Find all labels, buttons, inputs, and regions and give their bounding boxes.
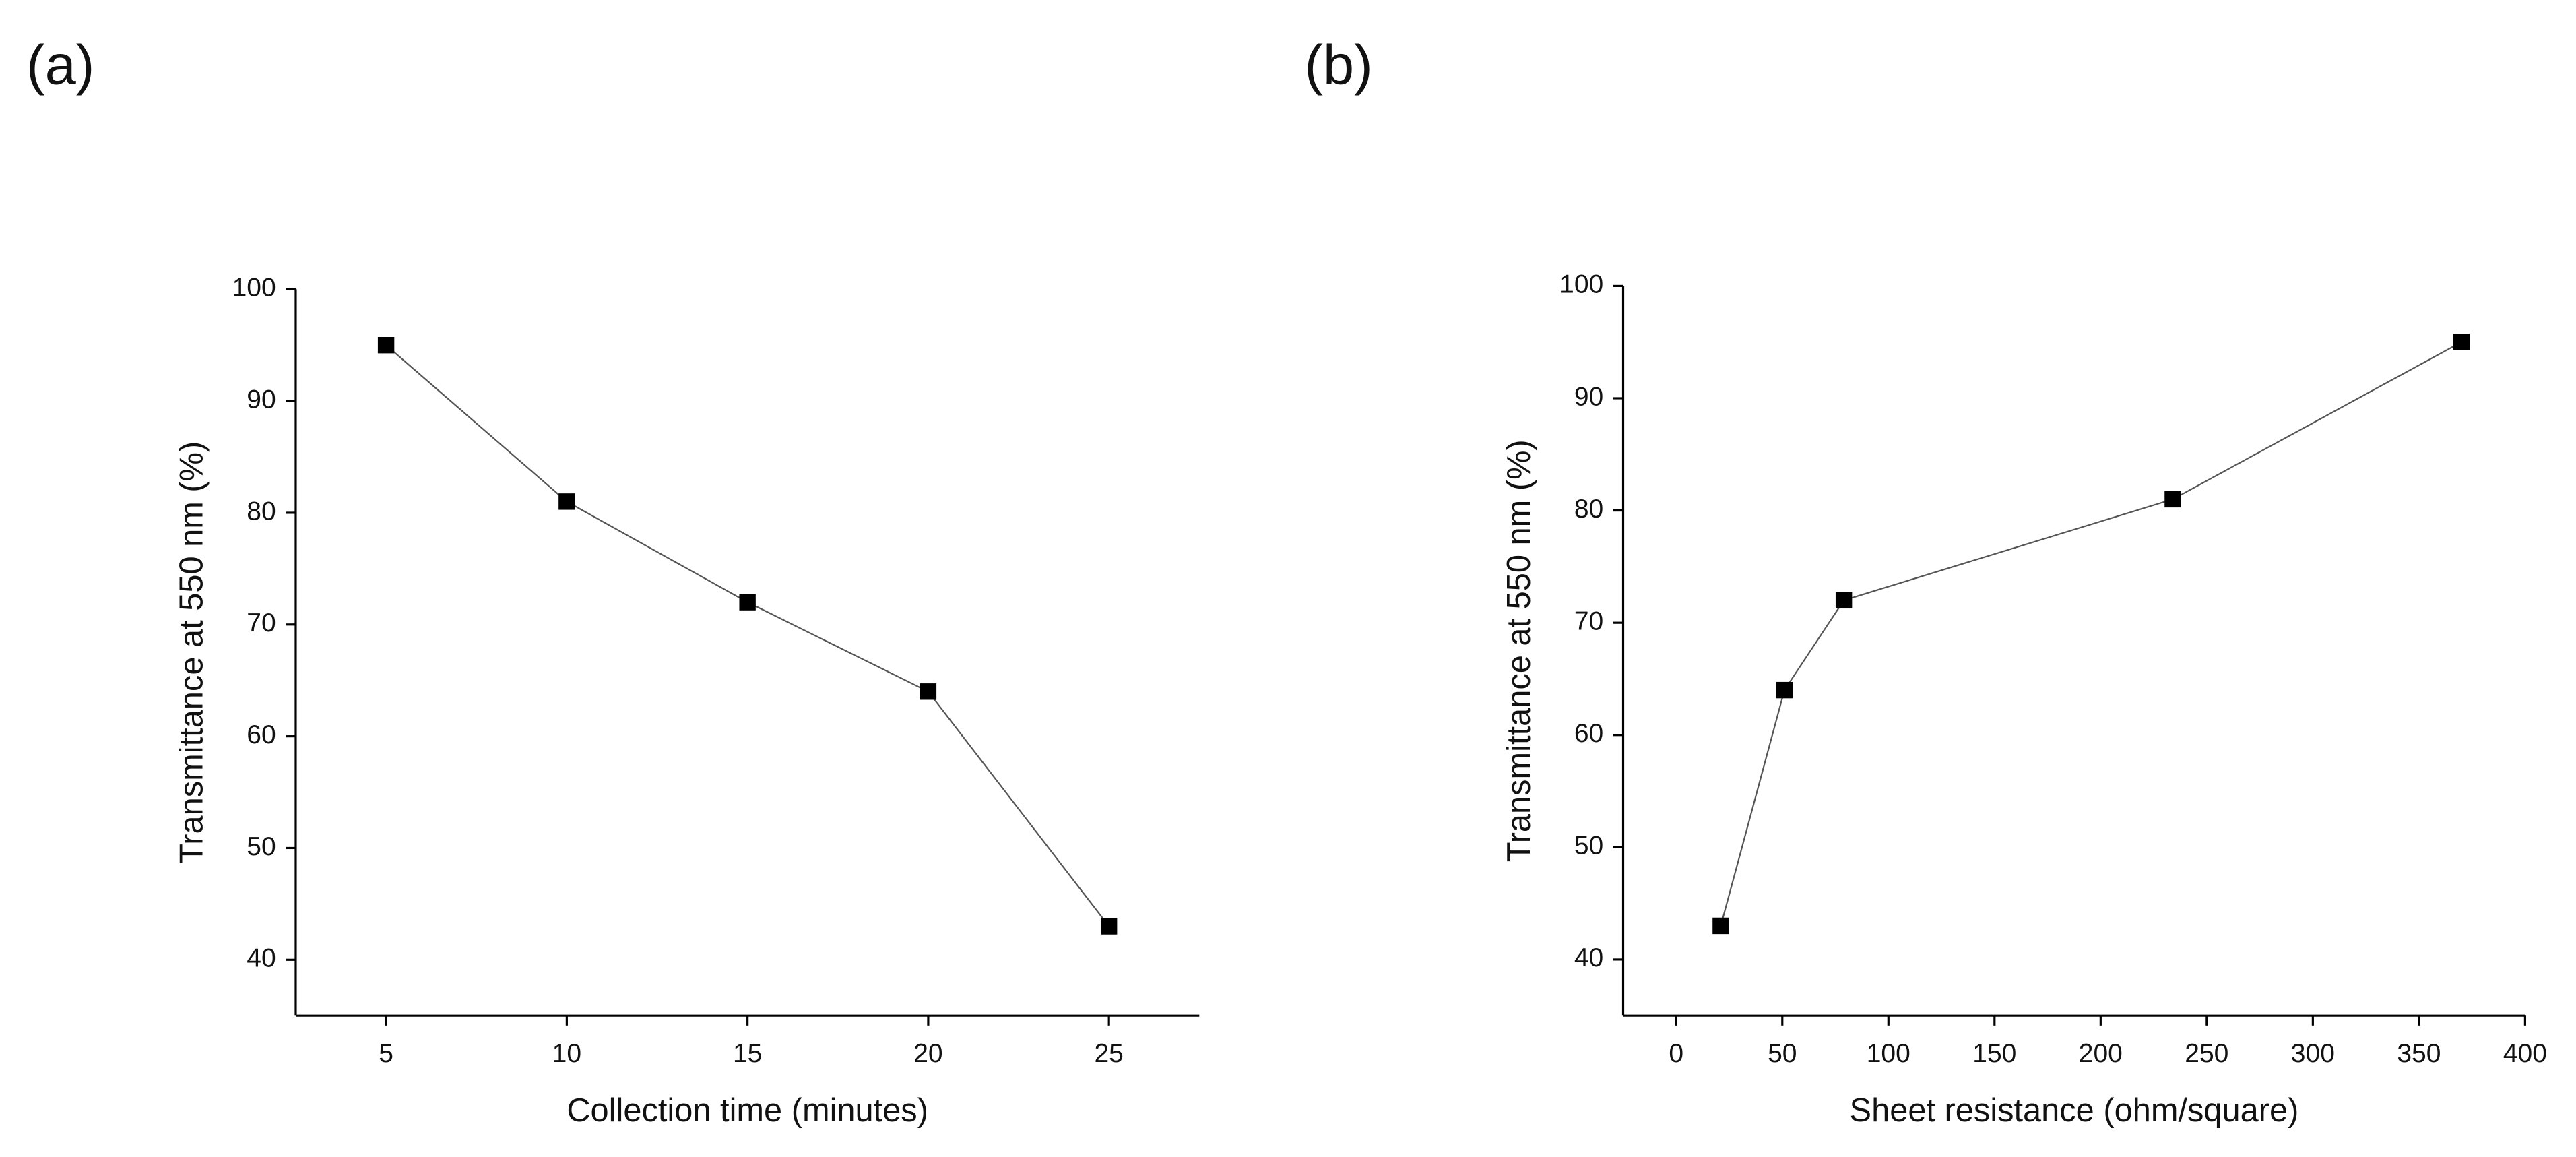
x-tick-label: 0 — [1669, 1039, 1683, 1068]
data-point — [377, 337, 395, 354]
x-tick-label: 250 — [2185, 1039, 2228, 1068]
data-point — [1100, 918, 1118, 935]
chart-panel: 40 50 60 70 80 90 100 5 10 15 20 25 Collection time … — [26, 33, 1200, 1129]
x-tick-label: 400 — [2503, 1039, 2547, 1068]
y-tick-label: 40 — [247, 944, 276, 973]
data-point — [2164, 491, 2181, 508]
y-tick-label: 60 — [1574, 719, 1603, 748]
y-axis-title: Transmittance at 550 nm (%) — [1501, 439, 1537, 862]
x-tick-label: 100 — [1867, 1039, 1910, 1068]
data-point — [558, 493, 575, 510]
y-tick-label: 60 — [247, 720, 276, 749]
y-tick-label: 70 — [247, 608, 276, 637]
y-tick-label: 50 — [1574, 832, 1603, 861]
x-tick-label: 300 — [2291, 1039, 2335, 1068]
y-tick-label: 70 — [1574, 606, 1603, 635]
data-point — [739, 594, 756, 611]
y-tick-label: 100 — [232, 274, 276, 303]
x-tick-label: 200 — [2079, 1039, 2123, 1068]
data-point — [1712, 917, 1729, 935]
data-point — [2453, 334, 2470, 350]
x-tick-label: 5 — [379, 1039, 393, 1068]
panel-label: (b) — [1304, 33, 1372, 96]
x-tick-label: 25 — [1094, 1039, 1123, 1068]
x-tick-label: 350 — [2397, 1039, 2441, 1068]
x-tick-label: 10 — [552, 1039, 581, 1068]
y-tick-label: 50 — [247, 832, 276, 861]
data-line — [385, 344, 1110, 927]
x-axis-title: Sheet resistance (ohm/square) — [1850, 1092, 2299, 1129]
data-point — [1776, 681, 1793, 699]
data-point — [1835, 592, 1853, 609]
y-axis-title: Transmittance at 550 nm (%) — [174, 441, 210, 864]
data-point — [920, 683, 937, 700]
y-tick-label: 90 — [1574, 382, 1603, 411]
chart-panel: 40 50 60 70 80 90 100 0 50 100 150 200 250 300 350 400 S… — [1304, 33, 2547, 1129]
x-tick-label: 15 — [733, 1039, 762, 1068]
y-tick-label: 100 — [1559, 270, 1603, 299]
panel-label: (a) — [26, 33, 94, 96]
x-axis-title: Collection time (minutes) — [567, 1092, 928, 1129]
x-tick-label: 20 — [913, 1039, 942, 1068]
data-line — [1720, 341, 2462, 927]
y-tick-label: 40 — [1574, 943, 1603, 972]
y-tick-label: 80 — [247, 497, 276, 526]
x-tick-label: 150 — [1972, 1039, 2016, 1068]
y-tick-label: 80 — [1574, 495, 1603, 524]
y-tick-label: 90 — [247, 385, 276, 414]
x-tick-label: 50 — [1768, 1039, 1797, 1068]
